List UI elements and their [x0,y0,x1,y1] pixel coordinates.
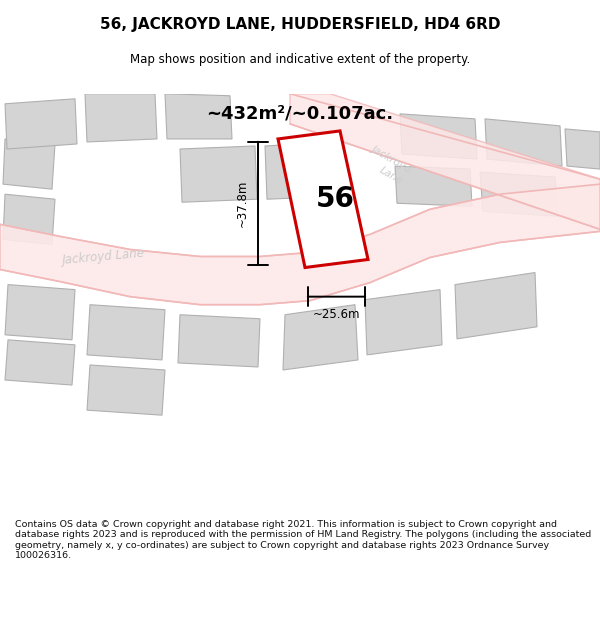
Polygon shape [180,146,257,202]
Polygon shape [278,131,368,268]
Text: Jackroyd: Jackroyd [370,144,413,174]
Text: Map shows position and indicative extent of the property.: Map shows position and indicative extent… [130,53,470,66]
Text: ~37.8m: ~37.8m [235,179,248,227]
Polygon shape [565,129,600,169]
Text: Lane: Lane [378,166,405,187]
Text: ~432m²/~0.107ac.: ~432m²/~0.107ac. [206,105,394,123]
Polygon shape [290,94,600,229]
Polygon shape [5,340,75,385]
Text: ~25.6m: ~25.6m [313,308,360,321]
Polygon shape [5,99,77,149]
Polygon shape [365,289,442,355]
Text: 56, JACKROYD LANE, HUDDERSFIELD, HD4 6RD: 56, JACKROYD LANE, HUDDERSFIELD, HD4 6RD [100,18,500,32]
Polygon shape [283,304,358,370]
Polygon shape [5,284,75,340]
Polygon shape [3,139,55,189]
Polygon shape [85,94,157,142]
Polygon shape [87,365,165,415]
Polygon shape [0,184,600,304]
Polygon shape [480,172,558,216]
Polygon shape [395,166,472,206]
Polygon shape [165,94,232,139]
Polygon shape [455,272,537,339]
Polygon shape [178,315,260,367]
Polygon shape [400,114,477,159]
Polygon shape [87,304,165,360]
Text: Jackroyd Lane: Jackroyd Lane [62,246,146,266]
Polygon shape [3,194,55,244]
Polygon shape [265,142,338,199]
Text: Contains OS data © Crown copyright and database right 2021. This information is : Contains OS data © Crown copyright and d… [15,520,591,560]
Polygon shape [485,119,562,166]
Text: 56: 56 [316,185,354,213]
